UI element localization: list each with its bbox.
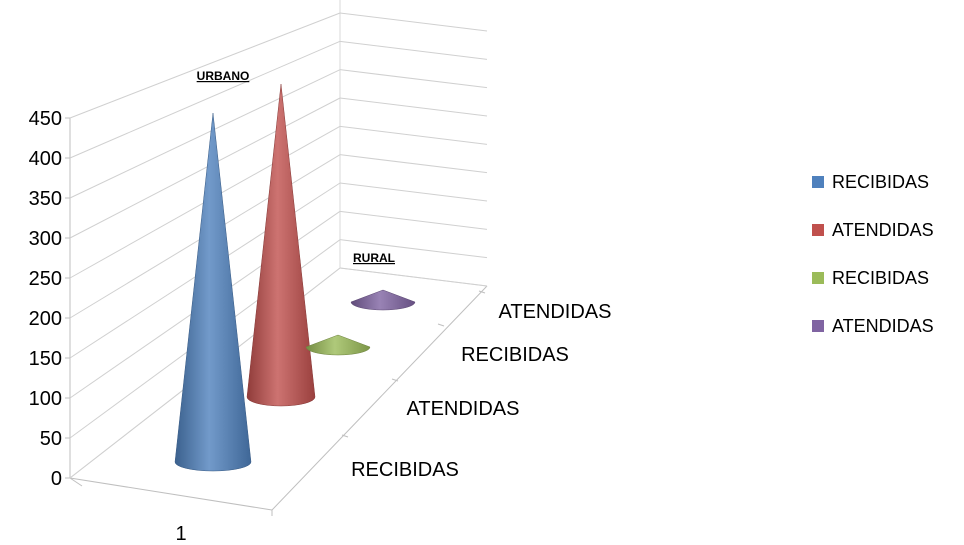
- cones: [174, 83, 416, 472]
- x-tick-label: 1: [175, 523, 186, 545]
- x-axis: 1: [175, 523, 186, 545]
- x-axis-tick-mark: [69, 477, 83, 487]
- y-tick-label: 100: [29, 388, 62, 410]
- legend-label: ATENDIDAS: [832, 316, 934, 336]
- y-tick-label: 50: [40, 428, 62, 450]
- floor-right-edge: [271, 285, 488, 511]
- depth-tick-mark: [437, 323, 445, 327]
- legend: RECIBIDAS ATENDIDAS RECIBIDAS ATENDIDAS: [812, 172, 934, 336]
- legend-swatch: [812, 272, 824, 284]
- gridline-back: [339, 154, 488, 174]
- y-axis-ticks: 0 50 100 150 200 250 300 350 400 450: [29, 108, 62, 490]
- y-tick-label: 400: [29, 148, 62, 170]
- legend-label: RECIBIDAS: [832, 172, 929, 192]
- cone-2: [305, 334, 371, 356]
- legend-swatch: [812, 224, 824, 236]
- y-tick-label: 350: [29, 188, 62, 210]
- depth-tick-label: ATENDIDAS: [499, 301, 612, 323]
- gridline-back: [339, 97, 488, 117]
- gridline-left: [69, 69, 341, 199]
- annotation-urbano: URBANO: [197, 69, 250, 83]
- cone-1: [246, 83, 316, 407]
- y-tick-label: 200: [29, 308, 62, 330]
- gridline-left: [69, 40, 341, 159]
- cone-3: [350, 289, 416, 311]
- gridline-back: [339, 12, 488, 32]
- gridline-left: [69, 97, 341, 239]
- legend-label: RECIBIDAS: [832, 268, 929, 288]
- gridline-back: [339, 40, 488, 60]
- floor-front-edge: [69, 477, 273, 511]
- gridline-back: [339, 69, 488, 89]
- gridline-back: [339, 182, 488, 202]
- depth-tick-mark: [341, 434, 349, 438]
- y-tick-label: 150: [29, 348, 62, 370]
- legend-swatch: [812, 320, 824, 332]
- cone-0: [174, 112, 252, 472]
- gridline-back: [339, 239, 488, 259]
- legend-label: ATENDIDAS: [832, 220, 934, 240]
- depth-tick-mark: [391, 378, 399, 382]
- gridline-back: [339, 267, 488, 287]
- depth-axis: RECIBIDAS ATENDIDAS RECIBIDAS ATENDIDAS: [341, 290, 612, 481]
- gridline-left: [69, 12, 341, 119]
- annotations: URBANO RURAL: [197, 69, 395, 265]
- depth-tick-label: RECIBIDAS: [351, 459, 459, 481]
- y-tick-label: 450: [29, 108, 62, 130]
- y-tick-label: 300: [29, 228, 62, 250]
- gridline-back: [339, 125, 488, 145]
- annotation-rural: RURAL: [353, 251, 395, 265]
- depth-tick-label: RECIBIDAS: [461, 344, 569, 366]
- depth-tick-mark: [478, 290, 486, 294]
- gridline-back: [339, 210, 488, 230]
- legend-swatch: [812, 176, 824, 188]
- y-tick-label: 0: [51, 468, 62, 490]
- y-tick-label: 250: [29, 268, 62, 290]
- depth-tick-label: ATENDIDAS: [407, 398, 520, 420]
